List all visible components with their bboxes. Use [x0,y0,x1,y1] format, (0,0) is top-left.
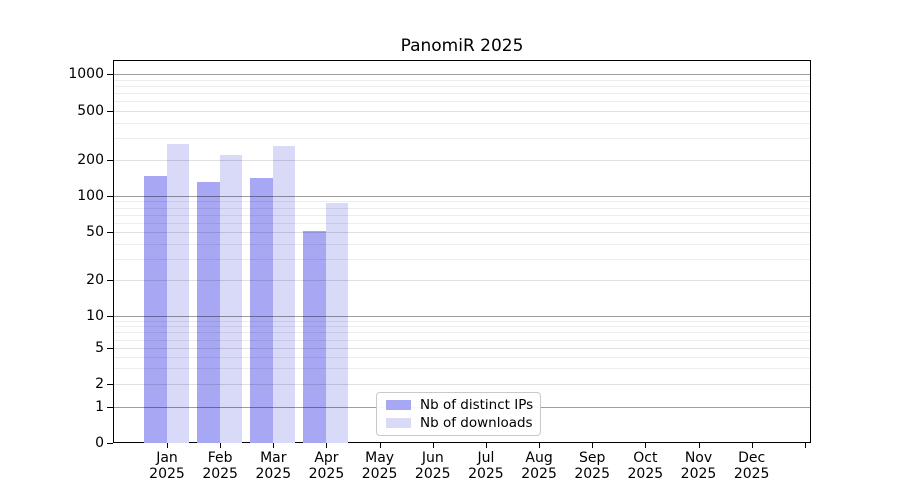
x-tick-jan [167,443,168,448]
y-tick-label-500: 500 [77,103,104,119]
y-tick-500 [107,111,113,112]
y-tick-label-50: 50 [86,224,104,240]
gridline-minor-9 [113,320,811,322]
gridline-minor-70 [113,214,811,216]
x-tick-label-dec: Dec 2025 [733,450,770,482]
legend: Nb of distinct IPs Nb of downloads [376,392,541,436]
gridline-50 [113,232,811,233]
x-tick-label-jan: Jan 2025 [149,450,185,482]
chart-title: PanomiR 2025 [400,36,524,56]
x-tick-label-oct: Oct 2025 [627,450,664,482]
y-tick-20 [107,280,113,281]
x-tick-label-aug: Aug 2025 [521,450,557,482]
y-tick-1000 [107,74,113,75]
x-tick-oct [645,443,647,448]
gridline-minor-7 [113,332,811,334]
y-tick-label-1: 1 [95,399,104,415]
x-tick-label-mar: Mar 2025 [255,450,292,482]
y-tick-1 [107,407,113,408]
legend-label-distinct-ips: Nb of distinct IPs [420,397,534,413]
gridline-1000 [113,74,811,75]
legend-item-distinct-ips: Nb of distinct IPs [386,397,540,413]
x-tick-label-feb: Feb 2025 [202,450,238,482]
gridline-200 [113,160,811,161]
x-tick-sep [592,443,594,448]
gridline-minor-6 [113,339,811,341]
x-tick-label-may: May 2025 [361,450,398,482]
x-tick-label-apr: Apr 2025 [308,450,345,482]
x-tick-aug [539,443,541,448]
gridline-minor-800 [113,85,811,87]
gridline-minor-600 [113,101,811,103]
gridline-minor-400 [113,122,811,124]
gridline-minor-40 [113,243,811,245]
y-tick-5 [107,348,113,349]
legend-label-downloads: Nb of downloads [420,415,533,431]
y-tick-label-200: 200 [77,152,104,168]
bar-nb-of-distinct-ips-apr [303,230,327,443]
gridline-100 [113,196,811,197]
x-tick-label-jul: Jul 2025 [468,450,504,482]
bar-nb-of-downloads-feb [220,154,243,443]
x-tick-label-jun: Jun 2025 [414,450,451,482]
gridline-minor-3 [113,368,811,370]
gridline-500 [113,111,811,112]
y-tick-200 [107,160,113,161]
legend-item-downloads: Nb of downloads [386,415,540,431]
bar-nb-of-downloads-mar [273,145,296,443]
y-tick-label-20: 20 [86,272,104,288]
x-tick-jun [432,443,434,448]
bar-nb-of-distinct-ips-jan [144,175,167,443]
bar-nb-of-distinct-ips-mar [250,177,274,443]
bar-nb-of-downloads-apr [326,203,349,443]
y-tick-10 [107,316,113,317]
y-tick-100 [107,196,113,197]
y-tick-label-100: 100 [77,188,104,204]
y-tick-label-1000: 1000 [68,66,104,82]
gridline-minor-8 [113,326,811,328]
gridline-minor-300 [113,138,811,140]
gridline-minor-900 [113,79,811,81]
y-tick-label-10: 10 [86,308,104,324]
x-tick-may [379,443,381,448]
y-tick-label-2: 2 [95,376,104,392]
y-tick-label-0: 0 [95,435,104,451]
gridline-minor-80 [113,207,811,209]
gridline-20 [113,280,811,281]
y-tick-label-5: 5 [95,340,104,356]
x-tick-extra [804,443,806,448]
x-tick-feb [220,443,222,448]
x-tick-jul [485,443,487,448]
y-tick-2 [107,384,113,385]
gridline-minor-30 [113,258,811,260]
y-tick-0 [107,443,113,444]
bar-nb-of-distinct-ips-feb [197,181,221,443]
x-tick-label-sep: Sep 2025 [574,450,610,482]
x-tick-dec [751,443,753,448]
gridline-2 [113,384,811,385]
legend-swatch-distinct-ips [386,400,411,410]
x-tick-apr [326,443,328,448]
gridline-10 [113,316,811,317]
x-tick-label-nov: Nov 2025 [680,450,717,482]
bar-nb-of-downloads-jan [167,143,189,443]
gridline-minor-700 [113,93,811,95]
gridline-minor-90 [113,201,811,203]
gridline-minor-60 [113,222,811,224]
legend-swatch-downloads [386,418,411,428]
y-tick-50 [107,232,113,233]
x-tick-mar [273,443,275,448]
x-tick-nov [698,443,700,448]
gridline-minor-4 [113,356,811,358]
gridline-5 [113,348,811,349]
